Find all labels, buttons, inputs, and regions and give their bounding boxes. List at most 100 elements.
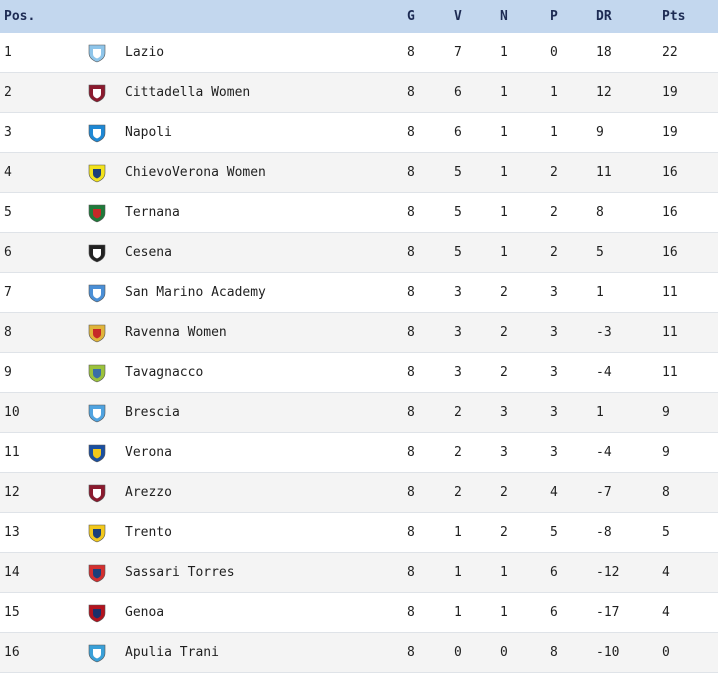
team-name[interactable]: Arezzo (125, 485, 172, 500)
team-name[interactable]: Cittadella Women (125, 85, 251, 100)
row-pos: 4 (4, 165, 12, 180)
table-row[interactable]: 12 Arezzo 8 2 2 4 -7 8 (0, 473, 718, 513)
row-dr: -7 (596, 485, 612, 500)
row-dr: 18 (596, 45, 612, 60)
row-n: 3 (500, 445, 508, 460)
row-p: 3 (550, 405, 558, 420)
table-row[interactable]: 11 Verona 8 2 3 3 -4 9 (0, 433, 718, 473)
team-name[interactable]: Sassari Torres (125, 565, 235, 580)
row-pts: 19 (662, 125, 678, 140)
row-v: 5 (454, 245, 462, 260)
header-v[interactable]: V (454, 9, 462, 24)
row-dr: -12 (596, 565, 620, 580)
verona-crest-icon (87, 443, 107, 463)
row-pos: 7 (4, 285, 12, 300)
header-pos[interactable]: Pos. (4, 9, 36, 24)
tavagnacco-crest-icon (87, 363, 107, 383)
table-row[interactable]: 4 ChievoVerona Women 8 5 1 2 11 16 (0, 153, 718, 193)
team-name[interactable]: Cesena (125, 245, 172, 260)
team-logo-cell (85, 193, 109, 232)
row-g: 8 (407, 565, 415, 580)
row-p: 2 (550, 165, 558, 180)
team-name[interactable]: San Marino Academy (125, 285, 266, 300)
team-name[interactable]: Verona (125, 445, 172, 460)
row-pts: 16 (662, 245, 678, 260)
team-logo-cell (85, 553, 109, 592)
row-n: 1 (500, 205, 508, 220)
row-v: 7 (454, 45, 462, 60)
row-pts: 9 (662, 405, 670, 420)
row-pts: 16 (662, 165, 678, 180)
row-n: 1 (500, 165, 508, 180)
team-logo-cell (85, 113, 109, 152)
table-row[interactable]: 13 Trento 8 1 2 5 -8 5 (0, 513, 718, 553)
table-row[interactable]: 8 Ravenna Women 8 3 2 3 -3 11 (0, 313, 718, 353)
team-name[interactable]: Brescia (125, 405, 180, 420)
table-row[interactable]: 15 Genoa 8 1 1 6 -17 4 (0, 593, 718, 633)
row-dr: 8 (596, 205, 604, 220)
row-n: 2 (500, 525, 508, 540)
team-name[interactable]: Tavagnacco (125, 365, 204, 380)
row-dr: 12 (596, 85, 612, 100)
table-row[interactable]: 6 Cesena 8 5 1 2 5 16 (0, 233, 718, 273)
header-g[interactable]: G (407, 9, 415, 24)
row-g: 8 (407, 405, 415, 420)
row-n: 2 (500, 325, 508, 340)
header-pts[interactable]: Pts (662, 9, 686, 24)
table-row[interactable]: 16 Apulia Trani 8 0 0 8 -10 0 (0, 633, 718, 673)
team-name[interactable]: Trento (125, 525, 172, 540)
row-dr: -10 (596, 645, 620, 660)
table-row[interactable]: 5 Ternana 8 5 1 2 8 16 (0, 193, 718, 233)
napoli-crest-icon (87, 123, 107, 143)
team-logo-cell (85, 33, 109, 72)
header-n[interactable]: N (500, 9, 508, 24)
row-n: 0 (500, 645, 508, 660)
row-p: 8 (550, 645, 558, 660)
team-logo-cell (85, 593, 109, 632)
row-pos: 15 (4, 605, 20, 620)
table-row[interactable]: 3 Napoli 8 6 1 1 9 19 (0, 113, 718, 153)
table-row[interactable]: 14 Sassari Torres 8 1 1 6 -12 4 (0, 553, 718, 593)
table-row[interactable]: 1 Lazio 8 7 1 0 18 22 (0, 33, 718, 73)
table-row[interactable]: 10 Brescia 8 2 3 3 1 9 (0, 393, 718, 433)
header-dr[interactable]: DR (596, 9, 612, 24)
table-row[interactable]: 2 Cittadella Women 8 6 1 1 12 19 (0, 73, 718, 113)
team-name[interactable]: Apulia Trani (125, 645, 219, 660)
row-v: 5 (454, 165, 462, 180)
row-pos: 8 (4, 325, 12, 340)
row-dr: -3 (596, 325, 612, 340)
team-name[interactable]: Lazio (125, 45, 165, 60)
row-g: 8 (407, 245, 415, 260)
row-dr: 9 (596, 125, 604, 140)
team-name[interactable]: ChievoVerona Women (125, 165, 266, 180)
row-n: 1 (500, 565, 508, 580)
team-name[interactable]: Ternana (125, 205, 180, 220)
team-logo-cell (85, 73, 109, 112)
row-pts: 5 (662, 525, 670, 540)
row-pts: 4 (662, 605, 670, 620)
row-n: 2 (500, 365, 508, 380)
chievo-crest-icon (87, 163, 107, 183)
row-g: 8 (407, 165, 415, 180)
header-p[interactable]: P (550, 9, 558, 24)
table-row[interactable]: 7 San Marino Academy 8 3 2 3 1 11 (0, 273, 718, 313)
team-name[interactable]: Napoli (125, 125, 172, 140)
row-v: 0 (454, 645, 462, 660)
row-p: 4 (550, 485, 558, 500)
row-pts: 4 (662, 565, 670, 580)
team-logo-cell (85, 433, 109, 472)
team-name[interactable]: Ravenna Women (125, 325, 227, 340)
team-name[interactable]: Genoa (125, 605, 165, 620)
row-g: 8 (407, 125, 415, 140)
row-n: 1 (500, 45, 508, 60)
row-g: 8 (407, 365, 415, 380)
table-header: Pos. G V N P DR Pts (0, 0, 718, 33)
row-dr: -17 (596, 605, 620, 620)
row-v: 2 (454, 445, 462, 460)
cesena-crest-icon (87, 243, 107, 263)
row-pos: 10 (4, 405, 20, 420)
row-dr: 1 (596, 285, 604, 300)
table-row[interactable]: 9 Tavagnacco 8 3 2 3 -4 11 (0, 353, 718, 393)
apulia-trani-crest-icon (87, 643, 107, 663)
